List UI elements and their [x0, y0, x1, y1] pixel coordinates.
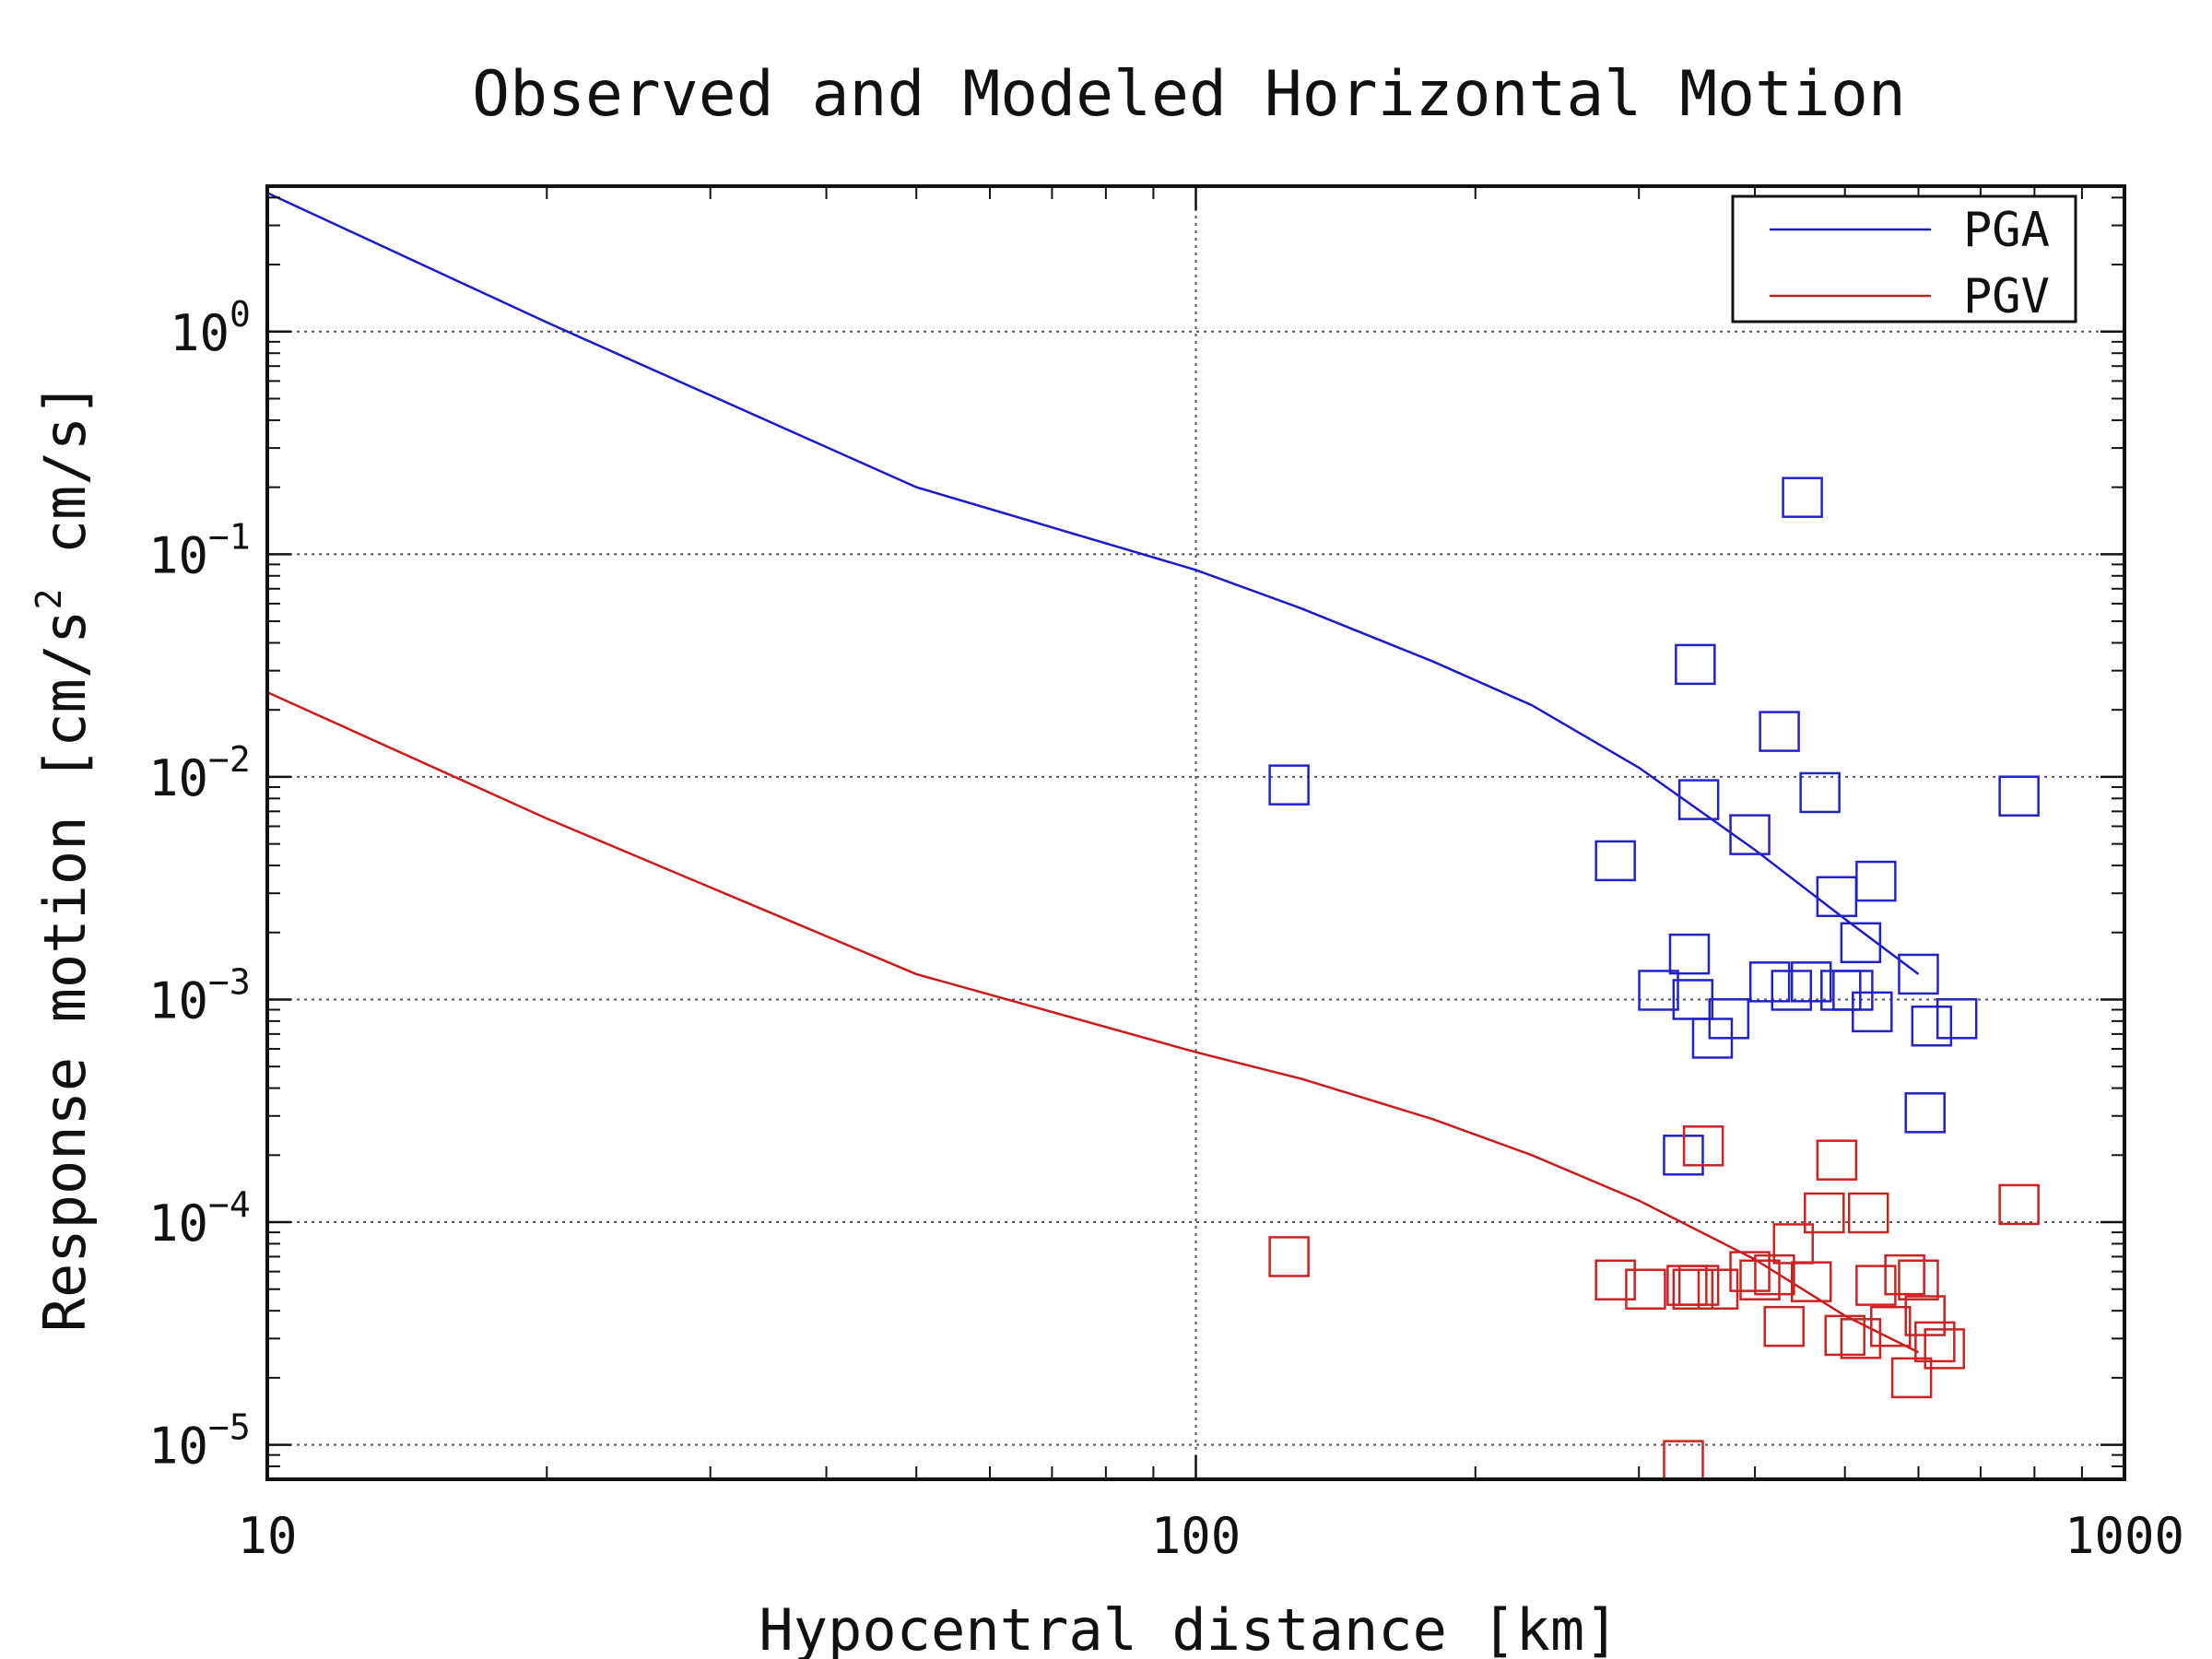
data-point-marker [1782, 477, 1823, 518]
legend-label-pgv: PGV [1963, 269, 2050, 324]
data-point-marker [1914, 1321, 1956, 1363]
legend-box [1731, 194, 2077, 324]
data-point-marker [1799, 771, 1841, 814]
data-point-marker [1890, 1357, 1933, 1399]
data-point-marker [1924, 1328, 1965, 1370]
data-point-marker [1816, 876, 1858, 918]
data-point-marker [1638, 970, 1679, 1011]
scatter-group-3 [1268, 1125, 2040, 1481]
data-point-marker [1759, 711, 1800, 752]
scatter-group-2 [1268, 477, 2040, 1176]
y-tick-label: 100 [170, 294, 251, 362]
data-point-marker [1816, 1139, 1858, 1181]
data-point-marker [1708, 998, 1750, 1040]
data-point-marker [1870, 1305, 1912, 1347]
svg-text:Response motion [cm/s2 cm/s]: Response motion [cm/s2 cm/s] [29, 382, 99, 1333]
y-tick-label: 10−5 [148, 1407, 251, 1476]
data-point-marker [1998, 775, 2040, 817]
data-point-marker [1594, 1259, 1636, 1300]
data-point-marker [1748, 961, 1791, 1003]
data-point-marker [1268, 764, 1310, 806]
series-line-pga [266, 192, 1920, 975]
y-tick-label: 10−4 [148, 1184, 251, 1253]
data-point-marker [1672, 1268, 1714, 1310]
data-point-marker [1697, 1268, 1739, 1310]
series-line-pgv [266, 690, 1920, 1354]
legend-label-pga: PGA [1963, 203, 2050, 258]
data-point-marker [1911, 1006, 1953, 1047]
data-point-marker [1668, 933, 1711, 975]
data-point-marker [1729, 814, 1771, 855]
data-point-marker [1790, 961, 1832, 1003]
data-point-marker [1898, 953, 1939, 995]
data-point-marker [1682, 1125, 1724, 1167]
data-point-marker [1677, 779, 1720, 820]
y-axis-label: Response motion [cm/s2 cm/s] [29, 382, 99, 1333]
data-point-marker [1847, 1192, 1889, 1234]
data-point-marker [1625, 1268, 1666, 1310]
data-point-marker [1884, 1253, 1925, 1296]
data-point-marker [1824, 1314, 1865, 1357]
x-tick-label: 1000 [2065, 1507, 2184, 1565]
data-point-marker [1936, 998, 1978, 1040]
data-point-marker [1820, 970, 1862, 1011]
legend: PGA PGV [1731, 194, 2077, 324]
x-tick-label: 10 [237, 1507, 297, 1565]
data-point-marker [1840, 1318, 1882, 1359]
y-tick-label: 10−3 [148, 961, 251, 1030]
data-point-marker [1739, 1259, 1781, 1300]
data-point-marker [1852, 991, 1893, 1033]
data-point-marker [1855, 860, 1897, 902]
chart-title: Observed and Modeled Horizontal Motion [472, 58, 1906, 131]
data-point-marker [1594, 840, 1636, 882]
data-point-marker [1675, 643, 1716, 686]
data-point-marker [1729, 1251, 1771, 1292]
data-point-marker [1268, 1236, 1310, 1277]
y-tick-label: 10−1 [148, 516, 251, 584]
data-point-marker [1855, 1265, 1897, 1306]
data-point-marker [1898, 1259, 1939, 1300]
data-point-marker [1663, 1440, 1704, 1481]
axis-ticks: 10 100 1000 100 10−1 10−2 10−3 10−4 10−5 [148, 186, 2184, 1565]
y-tick-label: 10−2 [148, 739, 251, 807]
data-point-marker [1763, 1305, 1805, 1347]
data-point-marker [1790, 1261, 1832, 1302]
data-point-marker [1840, 922, 1882, 964]
x-tick-label: 100 [1151, 1507, 1241, 1565]
data-series [266, 192, 2040, 1481]
x-axis-label: Hypocentral distance [km] [759, 1596, 1618, 1659]
data-point-marker [1904, 1092, 1946, 1134]
data-point-marker [1998, 1183, 2040, 1226]
grid-lines [267, 186, 2124, 1479]
data-point-marker [1804, 1192, 1845, 1234]
